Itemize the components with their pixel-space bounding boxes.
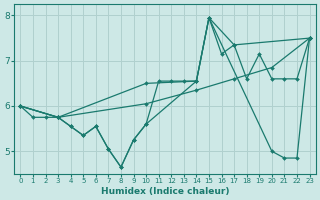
X-axis label: Humidex (Indice chaleur): Humidex (Indice chaleur) (101, 187, 229, 196)
